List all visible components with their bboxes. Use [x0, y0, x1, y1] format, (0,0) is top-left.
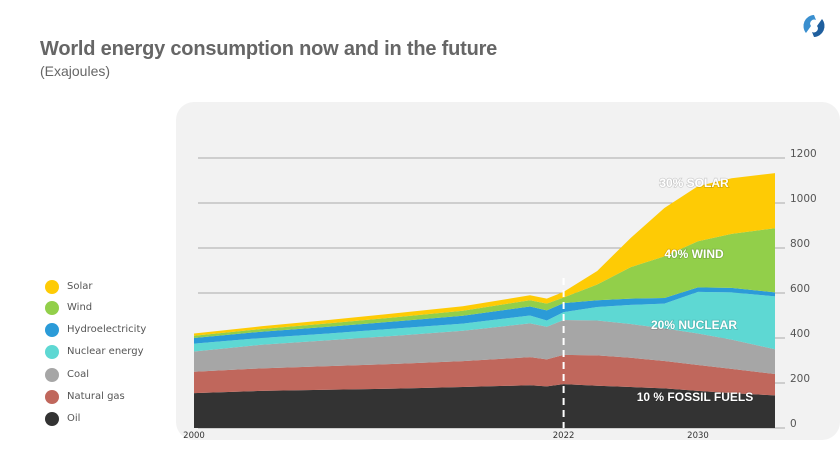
- legend-swatch-nuclear: [45, 345, 59, 359]
- legend-label: Hydroelectricity: [67, 324, 147, 335]
- legend-item-natural-gas: Natural gas: [45, 390, 205, 410]
- legend-item-nuclear: Nuclear energy: [45, 345, 205, 365]
- x-tick-label: 2000: [183, 431, 205, 441]
- annotation-label: 20% NUCLEAR: [651, 318, 737, 332]
- swirl-logo-icon: [800, 12, 828, 40]
- legend-swatch-oil: [45, 412, 59, 426]
- y-axis-ticks: 0 200 400 600 800 1000 1200: [790, 148, 817, 430]
- legend-swatch-natural-gas: [45, 390, 59, 404]
- y-tick-label: 1000: [790, 193, 817, 205]
- x-tick-label: 2030: [687, 431, 709, 441]
- annotation-label: 30% SOLAR: [659, 176, 729, 190]
- area-nuclear-energy: [194, 291, 775, 390]
- legend-item-oil: Oil: [45, 412, 205, 432]
- x-tick-label: 2022: [553, 431, 575, 441]
- y-tick-label: 400: [790, 328, 810, 340]
- area-solar: [194, 152, 775, 336]
- legend-label: Wind: [67, 302, 93, 313]
- y-tick-label: 1200: [790, 148, 817, 160]
- y-tick-label: 200: [790, 373, 810, 385]
- legend-label: Nuclear energy: [67, 346, 144, 357]
- annotations: 30% SOLAR 40% WIND 20% NUCLEAR 10 % FOSSIL …: [636, 175, 754, 405]
- legend-item-hydroelectricity: Hydroelectricity: [45, 323, 205, 343]
- y-tick-label: 600: [790, 283, 810, 295]
- legend-item-wind: Wind: [45, 301, 205, 321]
- area-hydroelectricity: [194, 287, 775, 344]
- legend-label: Coal: [67, 369, 90, 380]
- chart-subtitle: (Exajoules): [40, 63, 111, 79]
- annotation-label: 40% WIND: [664, 247, 724, 261]
- legend-swatch-coal: [45, 368, 59, 382]
- legend-label: Oil: [67, 413, 81, 424]
- chart-title: World energy consumption now and in the …: [40, 38, 498, 60]
- y-tick-label: 800: [790, 238, 810, 250]
- legend-swatch-hydroelectricity: [45, 323, 59, 337]
- area-series: [194, 152, 775, 428]
- area-wind: [194, 205, 775, 338]
- legend-item-coal: Coal: [45, 368, 205, 388]
- area-oil: [194, 384, 775, 428]
- legend-label: Natural gas: [67, 391, 125, 402]
- area-natural-gas: [194, 354, 775, 428]
- legend-swatch-wind: [45, 301, 59, 315]
- y-tick-label: 0: [790, 418, 797, 430]
- annotation-label: 10 % FOSSIL FUELS: [637, 390, 753, 404]
- x-axis-ticks: 20002022203020402050: [183, 431, 709, 441]
- legend-item-solar: Solar: [45, 280, 205, 300]
- legend-swatch-solar: [45, 280, 59, 294]
- area-coal: [194, 320, 775, 415]
- legend-label: Solar: [67, 281, 93, 292]
